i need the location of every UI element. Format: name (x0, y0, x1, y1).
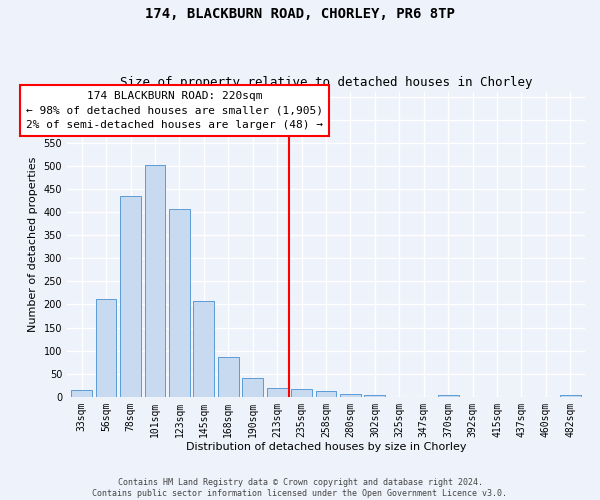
Bar (316, 392, 337, 397)
Bar (218, 357, 239, 397)
X-axis label: Distribution of detached houses by size in Chorley: Distribution of detached houses by size … (186, 442, 466, 452)
Bar (71, 390, 92, 397)
Bar (438, 394, 458, 397)
Text: Contains HM Land Registry data © Crown copyright and database right 2024.
Contai: Contains HM Land Registry data © Crown c… (92, 478, 508, 498)
Bar (340, 394, 361, 397)
Bar (145, 165, 166, 397)
Bar (96, 299, 116, 397)
Y-axis label: Number of detached properties: Number of detached properties (28, 157, 38, 332)
Bar (267, 388, 287, 397)
Bar (242, 378, 263, 397)
Bar (560, 394, 581, 397)
Bar (169, 209, 190, 397)
Title: Size of property relative to detached houses in Chorley: Size of property relative to detached ho… (120, 76, 532, 90)
Bar (120, 196, 141, 397)
Bar (364, 394, 385, 397)
Bar (193, 301, 214, 397)
Bar (291, 389, 312, 397)
Text: 174 BLACKBURN ROAD: 220sqm
← 98% of detached houses are smaller (1,905)
2% of se: 174 BLACKBURN ROAD: 220sqm ← 98% of deta… (26, 90, 323, 130)
Text: 174, BLACKBURN ROAD, CHORLEY, PR6 8TP: 174, BLACKBURN ROAD, CHORLEY, PR6 8TP (145, 8, 455, 22)
